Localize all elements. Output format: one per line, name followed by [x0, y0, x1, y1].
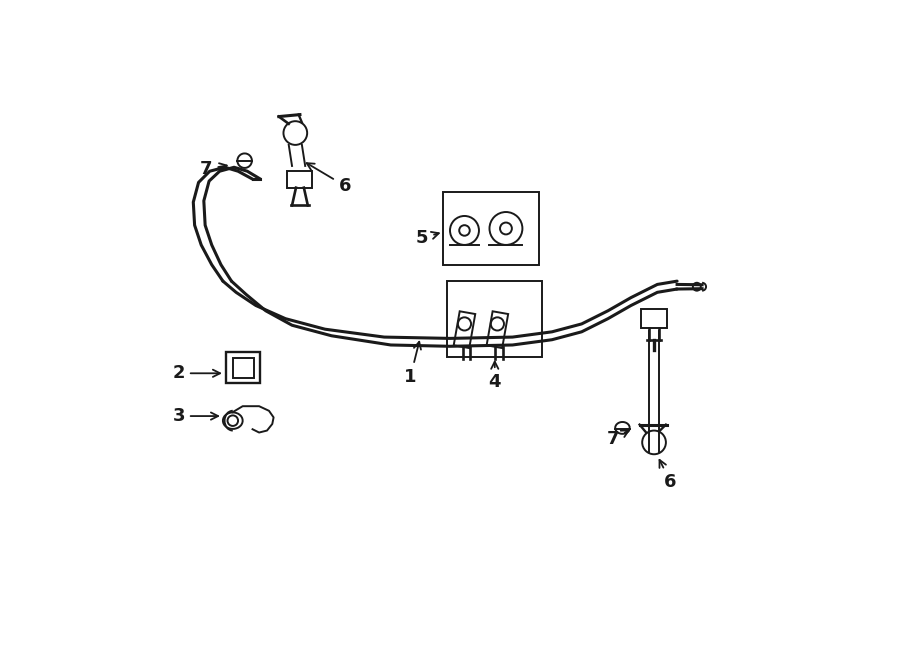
Bar — [641, 309, 667, 328]
Bar — [233, 358, 254, 378]
Bar — [487, 311, 508, 348]
Text: 5: 5 — [416, 229, 439, 247]
Bar — [226, 352, 260, 383]
Text: 6: 6 — [660, 460, 677, 491]
Text: 3: 3 — [173, 407, 218, 425]
Bar — [287, 171, 312, 188]
Text: 2: 2 — [173, 364, 220, 382]
Text: 6: 6 — [307, 163, 351, 195]
Text: 7: 7 — [200, 160, 227, 178]
Bar — [454, 311, 475, 348]
Bar — [446, 281, 542, 357]
Bar — [444, 192, 539, 264]
Text: 7: 7 — [607, 430, 629, 448]
Text: 4: 4 — [489, 362, 501, 391]
Text: 1: 1 — [404, 342, 421, 385]
